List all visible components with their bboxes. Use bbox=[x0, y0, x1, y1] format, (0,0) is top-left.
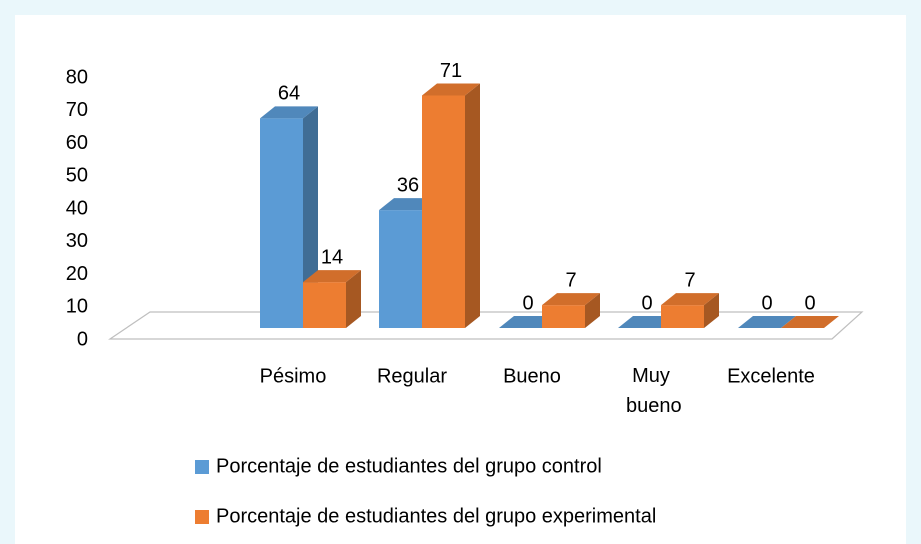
bar-top bbox=[303, 270, 361, 283]
x-tick-label: Excelente bbox=[727, 365, 815, 387]
bar-top bbox=[781, 316, 839, 328]
legend-swatch bbox=[195, 510, 209, 524]
y-tick-label: 60 bbox=[66, 132, 88, 154]
data-label: 36 bbox=[397, 174, 419, 196]
y-tick-label: 80 bbox=[66, 66, 88, 88]
legend-label: Porcentaje de estudiantes del grupo expe… bbox=[216, 505, 656, 527]
bar-front bbox=[542, 305, 585, 328]
y-tick-label: 50 bbox=[66, 165, 88, 187]
y-tick-label: 20 bbox=[66, 263, 88, 285]
bar bbox=[303, 270, 361, 328]
bar-front bbox=[379, 210, 422, 328]
bar-top bbox=[422, 83, 480, 96]
bar-side bbox=[465, 83, 480, 328]
bar-front bbox=[303, 282, 346, 328]
data-label: 7 bbox=[684, 269, 695, 291]
data-label: 0 bbox=[761, 292, 772, 314]
x-tick-label: Muy bueno bbox=[620, 365, 681, 417]
bar-side bbox=[346, 270, 361, 328]
data-label: 14 bbox=[321, 246, 343, 268]
bar bbox=[422, 83, 480, 328]
x-tick-label: Regular bbox=[377, 365, 447, 387]
data-label: 7 bbox=[565, 269, 576, 291]
x-tick-label: Pésimo bbox=[260, 365, 327, 387]
data-label: 71 bbox=[440, 60, 462, 82]
bar bbox=[738, 316, 796, 328]
legend-swatch bbox=[195, 460, 209, 474]
legend-label: Porcentaje de estudiantes del grupo cont… bbox=[216, 455, 602, 477]
bar bbox=[542, 293, 600, 328]
bar-front bbox=[422, 95, 465, 328]
data-label: 0 bbox=[804, 292, 815, 314]
bar-front bbox=[260, 118, 303, 329]
bar bbox=[661, 293, 719, 328]
bar-side bbox=[585, 293, 600, 328]
y-tick-label: 0 bbox=[77, 328, 88, 350]
data-label: 64 bbox=[278, 83, 300, 105]
bar-top bbox=[260, 106, 318, 119]
bar-top bbox=[661, 293, 719, 306]
data-label: 0 bbox=[522, 292, 533, 314]
bar-top bbox=[542, 293, 600, 306]
bar-front bbox=[661, 305, 704, 328]
data-label: 0 bbox=[641, 292, 652, 314]
y-tick-label: 10 bbox=[66, 296, 88, 318]
bar bbox=[260, 106, 318, 329]
y-tick-label: 30 bbox=[66, 230, 88, 252]
x-tick-label: Bueno bbox=[503, 365, 561, 387]
bar bbox=[781, 316, 839, 328]
y-tick-label: 40 bbox=[66, 197, 88, 219]
bar-side bbox=[303, 106, 318, 329]
bar-top bbox=[738, 316, 796, 328]
bar-side bbox=[704, 293, 719, 328]
y-tick-label: 70 bbox=[66, 99, 88, 121]
